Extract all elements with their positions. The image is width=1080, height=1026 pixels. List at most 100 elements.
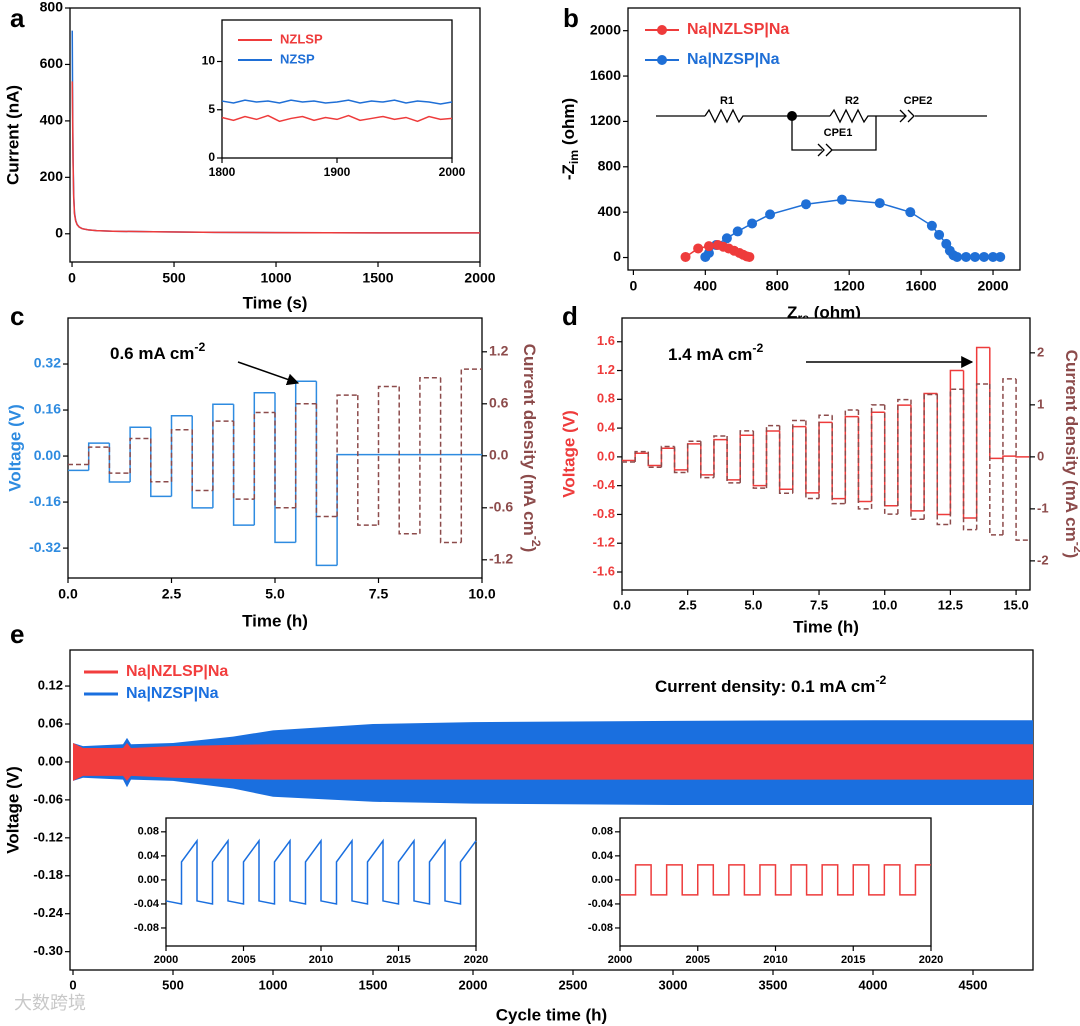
x-tick-label: 5.0 [265,586,285,602]
x-axis-title-part: Z [787,303,797,322]
y2-axis-title-part: Current density (mA cm [1062,350,1080,542]
y-tick-label: -0.8 [593,506,615,521]
step-segment [294,403,317,508]
x-tick-label: 2000 [459,977,488,992]
step-segment [831,415,846,505]
x-tick-label: 1500 [362,270,393,286]
plot-frame [627,7,1021,271]
step-segment [792,419,806,494]
y-tick-label: 0.04 [138,850,160,862]
y-tick-label: 0.0 [597,448,615,463]
x-tick-label: 0.0 [613,597,631,612]
y-axis-title-part: -Z [559,164,578,180]
point [801,199,812,210]
x-tick-label: 500 [162,977,184,992]
y-tick-label: 400 [598,203,622,219]
x-tick-label: 10.0 [872,597,897,612]
step-segment [647,451,662,469]
watermark: 大数跨境 [14,993,86,1013]
x-tick-label: 1200 [834,278,865,294]
y-tick-label: -0.4 [593,477,616,492]
point [970,251,981,262]
annotation-part: -2 [875,673,886,687]
y-tick-label: 0.4 [597,420,616,435]
y2-tick-label: -1 [1037,500,1049,515]
x-tick-label: 1500 [359,977,388,992]
y-tick-label: 0.04 [592,850,614,862]
x-tick-label: 0 [629,278,637,294]
y-tick-label: 0.06 [38,715,63,730]
y2-tick-label: -0.6 [489,499,513,515]
legend-label: Na|NZSP|Na [687,51,780,68]
step-segment [975,383,990,530]
y-tick-label: -0.04 [588,898,614,910]
y-tick-label: 800 [598,157,622,173]
panel-letter: e [10,619,24,649]
step-segment [989,384,1003,536]
y-tick-label: 2000 [590,21,621,37]
point [874,198,885,209]
y-axis-title: Voltage (V) [3,766,22,854]
step-segment [274,392,296,544]
x-tick-label: 2005 [686,954,710,966]
line-series [165,838,477,905]
step-segment [232,421,255,500]
legend-label: Na|NZLSP|Na [126,663,228,680]
x-tick-label: 0.0 [58,586,78,602]
step-segment [936,394,951,526]
y-tick-label: 0.08 [592,826,613,838]
y-tick-label: 800 [40,0,64,15]
annotation-part: 1.4 mA cm [668,345,752,364]
point [732,226,743,237]
x-tick-label: 1000 [260,270,291,286]
step-segment [936,393,951,516]
x-tick-label: 10.0 [468,586,495,602]
y-tick-label: -0.32 [29,539,61,555]
point [747,218,758,229]
step-segment [419,377,441,534]
x-tick-label: 500 [162,270,186,286]
circuit-label: R1 [720,95,734,107]
x-axis-title: Time (h) [793,617,859,636]
y-tick-label: 5 [208,102,215,116]
legend-label: NZSP [280,51,315,66]
step-segment [336,394,358,517]
step-segment [805,420,820,500]
y-tick-label: -0.30 [33,943,63,958]
y-tick-label: 0.8 [597,391,615,406]
step-segment [962,389,977,531]
y-axis-title-part: im [567,150,581,164]
y-tick-label: -1.2 [593,535,615,550]
step-segment [170,429,193,482]
step-segment [713,435,728,478]
step-segment [1015,456,1030,458]
step-segment [398,386,420,535]
step-segment [870,404,885,509]
x-tick-label: 15.0 [1003,597,1028,612]
x-tick-label: 2005 [231,954,255,966]
circuit-label: R2 [845,95,859,107]
y-tick-label: 0.08 [138,826,159,838]
y-tick-label: 0.16 [34,401,61,417]
circuit-diagram: R1 R2 CPE1 CPE2 [656,95,987,157]
step-segment [634,450,649,463]
y-tick-label: -0.16 [29,493,61,509]
y2-axis-title-part: Current density (mA cm [520,344,539,536]
y-tick-label: 0.00 [138,874,159,886]
y-axis-title: Current (nA) [3,85,22,185]
x-axis-title: Time (s) [243,293,308,312]
point [952,251,963,262]
y2-tick-label: -1.2 [489,551,513,567]
x-tick-label: 2015 [386,954,410,966]
step-segment [739,430,754,483]
step-segment [253,411,275,500]
y-tick-label: 0 [55,224,63,240]
annotation: Current density: 0.1 mA cm-2 [655,673,887,696]
y-tick-label: -0.24 [33,905,63,920]
x-tick-label: 1600 [906,278,937,294]
x-tick-label: 2000 [464,270,495,286]
y-axis-title: Voltage (V) [5,404,24,492]
y-axis-title: -Zim (ohm) [559,98,581,180]
step-segment [1015,378,1030,541]
y-tick-label: 10 [202,54,216,68]
